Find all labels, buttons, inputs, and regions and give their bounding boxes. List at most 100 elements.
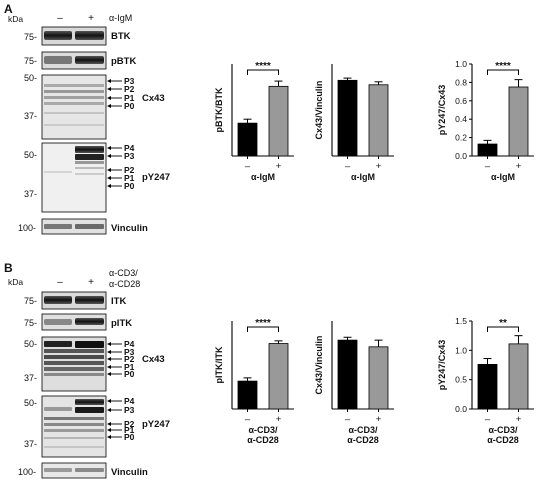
treatment-label-b-line2: α-CD28 [109,279,140,289]
x-axis-label: α-IgM [351,172,375,182]
blot-label-vinculin-b: Vinculin [111,467,148,478]
bar [477,143,498,157]
y-axis-label: pBTK/BTK [214,87,224,132]
y-tick-label: 0.2 [455,133,467,143]
marker: 37- [24,373,37,383]
marker: 50- [24,73,37,83]
blot-label-vinculin-a: Vinculin [111,223,148,234]
band [75,341,104,348]
bar [477,364,498,410]
band-label: P1 [124,173,135,183]
y-axis-label: Cx43/Vinculin [314,336,324,395]
band-label: P3 [124,347,135,357]
band [75,56,104,64]
band [44,319,72,325]
x-axis-label: α-CD28 [347,435,379,445]
band-label: P3 [124,76,135,86]
band [44,423,104,426]
marker: 75- [24,318,37,328]
bar-charts: pBTK/BTK– +α-IgM****Cx43/Vinculin– +α-IgM0… [214,59,534,445]
band-label: P4 [124,143,135,153]
chart-1: pBTK/BTK – +α-IgM **** [214,61,294,182]
y-tick-label: 0.6 [455,96,467,106]
significance-bracket [247,69,279,75]
band [75,407,104,413]
band-arrows-py247-b [108,400,122,438]
band [44,373,104,376]
band [44,224,72,229]
significance-label: **** [495,61,511,72]
blot-label-pbtk: pBTK [111,56,136,67]
band [44,341,72,347]
chart-4: pITK/ITK – +α-CD3/α-CD28 **** [214,318,294,445]
marker: 100- [18,467,36,477]
panel-b: B kDa – + α-CD3/ α-CD28 75- ITK 75- pITK… [4,261,170,479]
band-label: P0 [124,369,135,379]
band-label: P2 [124,165,135,175]
bar [337,339,358,410]
marker: 50- [24,339,37,349]
band-label: P0 [124,181,135,191]
band [44,407,72,411]
band-arrows-py247-a [108,147,122,187]
lane-plus-a: + [88,13,94,24]
x-axis-label: α-CD3/ [248,425,278,435]
significance-label: ** [499,318,507,329]
y-axis-label: pITK/ITK [214,346,224,383]
panel-a: A kDa – + α-IgM 75- BTK 75- pBTK 50- 37- [4,2,170,235]
blot-py247-a [41,142,107,213]
band [75,224,104,229]
y-tick-label: 0.8 [455,77,467,87]
panel-letter-b: B [4,261,13,275]
band [44,56,72,64]
band [75,146,104,153]
significance-bracket [487,326,519,332]
band [44,112,104,114]
band [44,355,104,359]
kda-label-b: kDa [8,277,23,287]
blot-label-pitk: pITK [111,318,132,329]
significance-bracket [487,69,519,75]
blot-vinculin-a [41,218,107,235]
x-axis-label: α-CD3/ [348,425,378,435]
band-label: P2 [124,84,135,94]
y-tick-label: 1.5 [455,316,467,326]
band [44,437,104,439]
band-label: P3 [124,151,135,161]
blot-label-cx43-b: Cx43 [142,354,165,365]
chart-2: Cx43/Vinculin – +α-IgM [314,64,394,182]
chart-6: 0.0 0.5 1.0 1.5 pY247/Cx43 – +α-CD3/α-CD28 ** [437,316,534,445]
band-label: P1 [124,425,135,435]
bar [268,85,289,157]
marker: 75- [24,56,37,66]
band [44,367,104,371]
band-label: P2 [124,419,135,429]
marker: 75- [24,32,37,42]
x-axis-label: α-IgM [491,172,515,182]
marker: 75- [24,296,37,306]
blot-vinculin-b [41,462,107,479]
band [44,90,104,93]
panel-letter-a: A [4,2,13,16]
y-tick-label: 0.0 [455,151,467,161]
significance-label: **** [255,61,271,72]
band-label: P1 [124,362,135,372]
marker: 37- [24,111,37,121]
chart-3: 0.0 0.2 0.4 0.6 0.8 1.0 pY247/Cx43 – +α-IgM **** [437,59,534,182]
y-tick-label: 0.0 [455,404,467,414]
band [44,446,104,448]
blot-label-cx43-a: Cx43 [142,93,165,104]
bar [337,79,358,157]
lane-minus-a: – [57,13,63,24]
band [75,399,104,405]
x-tick-label: + [376,414,382,425]
bar [368,346,389,410]
band [44,468,72,472]
x-axis-label: α-IgM [251,172,275,182]
x-tick-label: + [376,161,382,172]
band [44,417,104,420]
blot-label-btk: BTK [111,31,131,42]
y-tick-label: 0.4 [455,114,467,124]
band-label: P3 [124,405,135,415]
bar [508,86,529,157]
